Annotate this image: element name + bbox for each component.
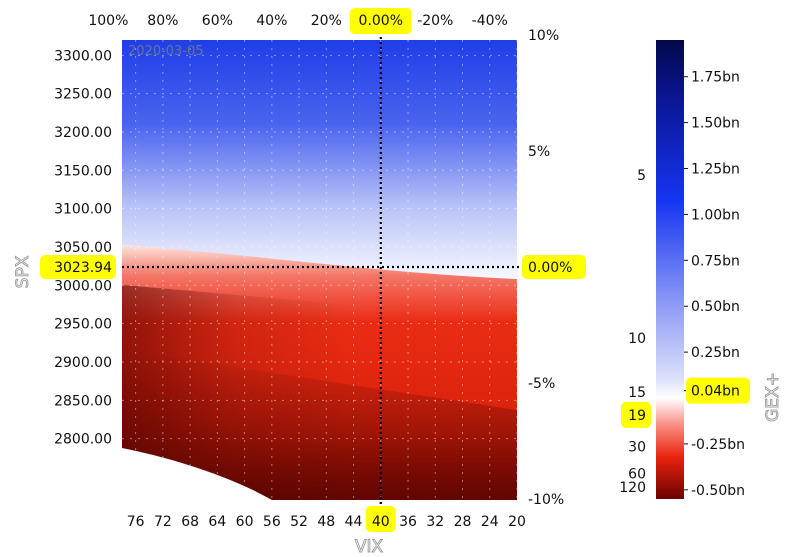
y-right-tick-label: -10% [528, 492, 564, 508]
y-axis-right-ticks: 10% 5% -5% -10% [528, 28, 564, 508]
colorbar-tick-label: 0.50bn [691, 299, 740, 315]
y-tick-label: 2950.00 [54, 317, 112, 333]
x-axis-top-ticks: 100% 80% 60% 40% 20% -20% -40% [88, 13, 507, 29]
colorbar-tick-label: 1.00bn [691, 207, 740, 223]
x-tick-label: 76 [127, 514, 145, 530]
y-tick-label: 3300.00 [54, 48, 112, 64]
x-top-tick-label: 40% [256, 13, 287, 29]
low-spx-deep-negative-shading [122, 350, 517, 500]
colorbar [656, 40, 684, 499]
current-spx-pct-label: 0.00% [528, 260, 572, 276]
x-tick-label: 56 [263, 514, 281, 530]
x-top-tick-label: 20% [311, 13, 342, 29]
colorbar-tick-label: 1.25bn [691, 162, 740, 178]
x-top-tick-label: -40% [472, 13, 508, 29]
current-vix-scale-label: 19 [628, 408, 646, 424]
x-tick-label: 36 [399, 514, 417, 530]
colorbar-tick-label: -0.25bn [691, 437, 745, 453]
y-right-tick-label: 5% [528, 144, 550, 160]
y-tick-label: 3250.00 [54, 87, 112, 103]
current-spx-pct-badge: 0.00% [522, 254, 586, 279]
heatmap-area [122, 40, 517, 500]
y-tick-label: 3050.00 [54, 240, 112, 256]
colorbar-tick-label: 1.50bn [691, 116, 740, 132]
undefined-region [122, 448, 272, 500]
x-top-tick-label: 100% [88, 13, 128, 29]
x-tick-label: 20 [508, 514, 526, 530]
x-tick-label: 72 [154, 514, 172, 530]
y-tick-label: 3150.00 [54, 163, 112, 179]
current-vix-pct-badge: 0.00% [349, 8, 412, 34]
date-watermark: 2020-03-05 [128, 44, 204, 59]
y-right-tick-label: -5% [528, 376, 555, 392]
y-tick-label: 3200.00 [54, 125, 112, 141]
x-tick-label: 28 [454, 514, 472, 530]
y-axis-left-ticks: 3300.00 3250.00 3200.00 3150.00 3100.00 3050.… [54, 48, 112, 447]
y-tick-label: 3000.00 [54, 278, 112, 294]
vix-scale-tick-label: 10 [628, 331, 646, 347]
current-vix-pct-label: 0.00% [359, 13, 403, 29]
x-tick-label: 48 [317, 514, 335, 530]
x-axis-bottom-ticks: 76 72 68 64 60 56 52 48 44 36 32 28 24 20 [127, 514, 526, 530]
x-tick-label: 24 [481, 514, 499, 530]
current-spx-label: 3023.94 [54, 260, 112, 276]
current-spx-badge: 3023.94 [40, 254, 116, 279]
x-tick-label: 32 [426, 514, 444, 530]
x-tick-label: 44 [345, 514, 363, 530]
y-tick-label: 2900.00 [54, 355, 112, 371]
colorbar-tick-label: 0.75bn [691, 253, 740, 269]
x-tick-label: 68 [181, 514, 199, 530]
current-gex-badge: 0.04bn [686, 377, 750, 404]
grid-lines [122, 40, 517, 500]
vix-scale-tick-label: 15 [628, 385, 646, 401]
y-tick-label: 2850.00 [54, 393, 112, 409]
colorbar-title: GEX+ [763, 372, 783, 422]
y-axis-title: SPX [13, 255, 33, 288]
x-tick-label: 60 [236, 514, 254, 530]
vix-scale-tick-label: 30 [628, 439, 646, 455]
vix-scale-tick-label: 5 [637, 168, 646, 184]
x-tick-label: 64 [208, 514, 226, 530]
vix-scale-tick-label: 60 [628, 466, 646, 482]
vix-scale-tick-label: 120 [619, 480, 646, 496]
current-vix-scale-badge: 19 [621, 401, 651, 428]
x-top-tick-label: 80% [147, 13, 178, 29]
current-gex-label: 0.04bn [691, 384, 740, 400]
current-vix-badge: 40 [365, 506, 396, 532]
x-top-tick-label: 60% [202, 13, 233, 29]
y-tick-label: 3100.00 [54, 202, 112, 218]
colorbar-ticks: 1.75bn 1.50bn 1.25bn 1.00bn 0.75bn 0.50bn 0.25… [684, 70, 745, 499]
positive-gex-region [122, 40, 517, 279]
colorbar-tick-label: 1.75bn [691, 70, 740, 86]
colorbar-tick-label: 0.25bn [691, 345, 740, 361]
y-right-tick-label: 10% [528, 28, 559, 44]
x-top-tick-label: -20% [417, 13, 453, 29]
colorbar-tick-label: -0.50bn [691, 483, 745, 499]
x-axis-title: VIX [355, 537, 384, 557]
y-tick-label: 2800.00 [54, 432, 112, 448]
current-vix-label: 40 [372, 514, 390, 530]
x-tick-label: 52 [290, 514, 308, 530]
